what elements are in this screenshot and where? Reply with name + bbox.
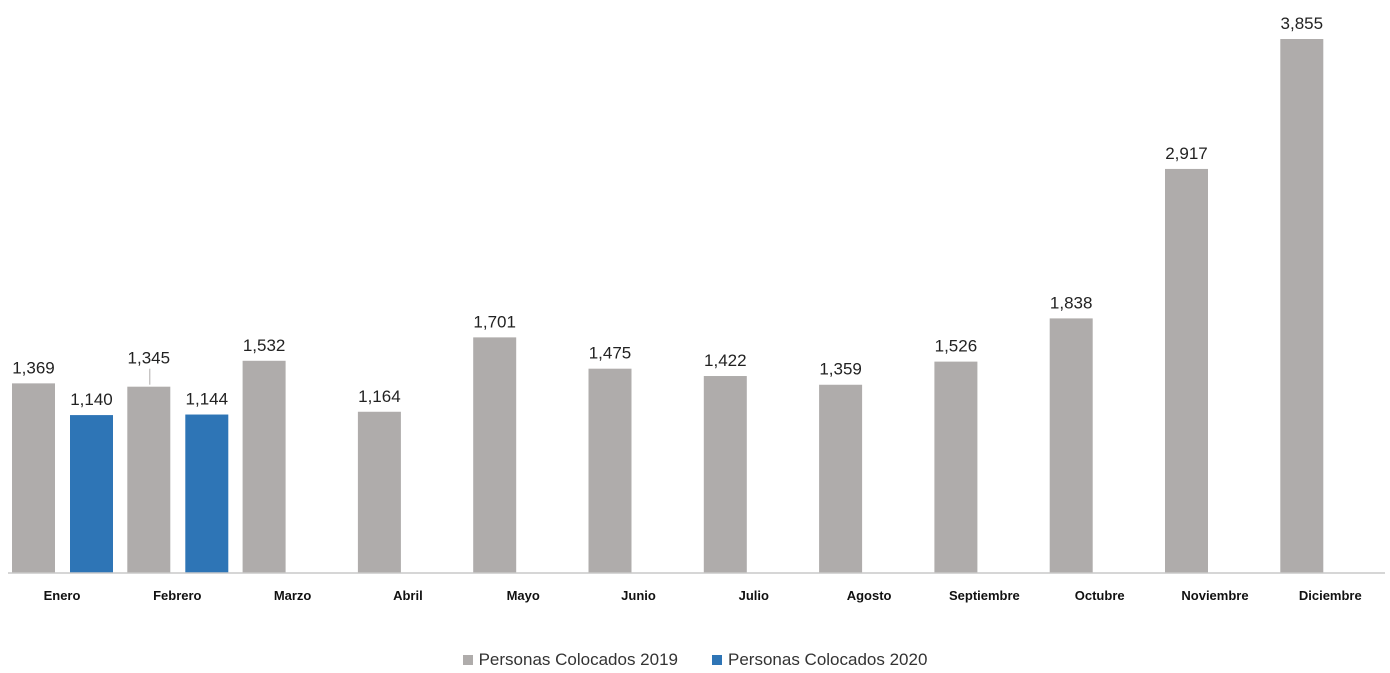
- value-label-2019-mayo: 1,701: [473, 312, 516, 331]
- legend-item-2019: Personas Colocados 2019: [463, 650, 678, 670]
- bar-2019-octubre: [1050, 318, 1093, 573]
- value-label-2019-enero: 1,369: [12, 358, 55, 377]
- bars-layer: [12, 39, 1323, 573]
- category-labels-layer: Enero Febrero Marzo Abril Mayo Junio Julio Agos…: [44, 588, 1362, 603]
- category-label-octubre: Octubre: [1075, 588, 1125, 603]
- bar-2019-agosto: [819, 385, 862, 573]
- legend-label-2019: Personas Colocados 2019: [479, 650, 678, 670]
- value-label-2019-julio: 1,422: [704, 351, 747, 370]
- legend-swatch-2019: [463, 655, 473, 665]
- category-label-enero: Enero: [44, 588, 81, 603]
- bar-2019-junio: [589, 369, 632, 573]
- value-label-2019-agosto: 1,359: [819, 360, 862, 379]
- bar-2019-noviembre: [1165, 169, 1208, 573]
- value-label-2019-septiembre: 1,526: [935, 337, 978, 356]
- bar-2020-enero: [70, 415, 113, 573]
- value-label-2020-enero: 1,140: [70, 390, 113, 409]
- value-label-2019-octubre: 1,838: [1050, 293, 1093, 312]
- category-label-agosto: Agosto: [847, 588, 892, 603]
- bar-2020-febrero: [185, 415, 228, 573]
- value-label-2019-noviembre: 2,917: [1165, 144, 1208, 163]
- category-label-septiembre: Septiembre: [949, 588, 1020, 603]
- bar-2019-diciembre: [1280, 39, 1323, 573]
- value-label-2019-junio: 1,475: [589, 344, 632, 363]
- bar-2019-septiembre: [934, 362, 977, 573]
- bar-2019-enero: [12, 383, 55, 573]
- legend: Personas Colocados 2019 Personas Colocad…: [0, 650, 1390, 670]
- bar-2019-julio: [704, 376, 747, 573]
- category-label-julio: Julio: [739, 588, 769, 603]
- category-label-diciembre: Diciembre: [1299, 588, 1362, 603]
- bar-2019-abril: [358, 412, 401, 573]
- value-label-2019-marzo: 1,532: [243, 336, 286, 355]
- legend-item-2020: Personas Colocados 2020: [712, 650, 927, 670]
- value-label-2019-diciembre: 3,855: [1281, 14, 1324, 33]
- value-label-2019-abril: 1,164: [358, 387, 401, 406]
- bar-2019-mayo: [473, 337, 516, 573]
- legend-label-2020: Personas Colocados 2020: [728, 650, 927, 670]
- value-label-2019-febrero: 1,345: [128, 349, 171, 368]
- category-label-noviembre: Noviembre: [1181, 588, 1248, 603]
- category-label-marzo: Marzo: [274, 588, 312, 603]
- category-label-febrero: Febrero: [153, 588, 201, 603]
- bar-2019-febrero: [127, 387, 170, 573]
- value-labels-layer: 1,369 1,140 1,345 1,144 1,532 1,164 1,701 1,475…: [12, 14, 1323, 409]
- legend-swatch-2020: [712, 655, 722, 665]
- bar-2019-marzo: [243, 361, 286, 573]
- category-label-abril: Abril: [393, 588, 423, 603]
- category-label-junio: Junio: [621, 588, 656, 603]
- category-label-mayo: Mayo: [507, 588, 540, 603]
- value-label-2020-febrero: 1,144: [186, 390, 229, 409]
